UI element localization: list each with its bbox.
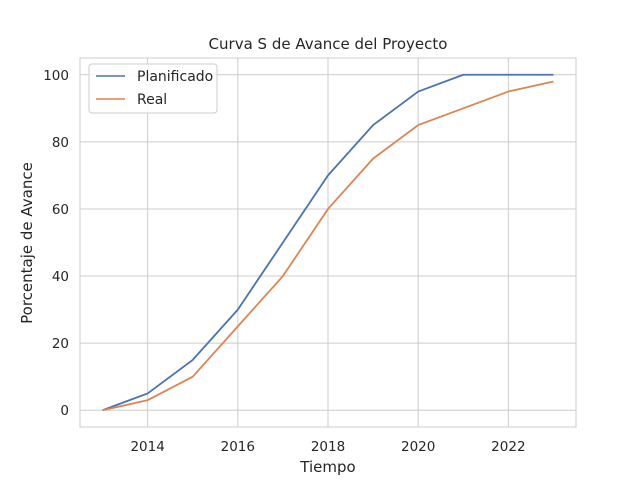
y-tick-label: 20 <box>52 336 69 352</box>
x-tick-label: 2016 <box>221 439 255 455</box>
x-tick-label: 2022 <box>491 439 525 455</box>
y-tick-label: 100 <box>43 68 69 84</box>
x-tick-label: 2020 <box>401 439 435 455</box>
y-tick-label: 60 <box>52 202 69 218</box>
series-lines <box>102 73 554 412</box>
legend: Planificado Real <box>88 63 218 114</box>
y-tick-label: 40 <box>52 269 69 285</box>
legend-label-planificado: Planificado <box>137 69 213 85</box>
y-tick-label: 80 <box>52 135 69 151</box>
chart-title: Curva S de Avance del Proyecto <box>209 35 448 53</box>
y-axis-label: Porcentaje de Avance <box>18 162 36 324</box>
x-tick-label: 2018 <box>311 439 345 455</box>
x-axis-label: Tiempo <box>299 458 355 476</box>
legend-label-real: Real <box>137 92 167 108</box>
series-line-real <box>102 80 554 412</box>
series-line-planificado <box>102 73 554 412</box>
plot-frame <box>79 57 577 428</box>
y-tick-label: 0 <box>60 403 69 419</box>
x-tick-label: 2014 <box>130 439 164 455</box>
tick-labels: 2014 2016 2018 2020 2022 0 20 40 60 80 100 <box>43 68 525 455</box>
